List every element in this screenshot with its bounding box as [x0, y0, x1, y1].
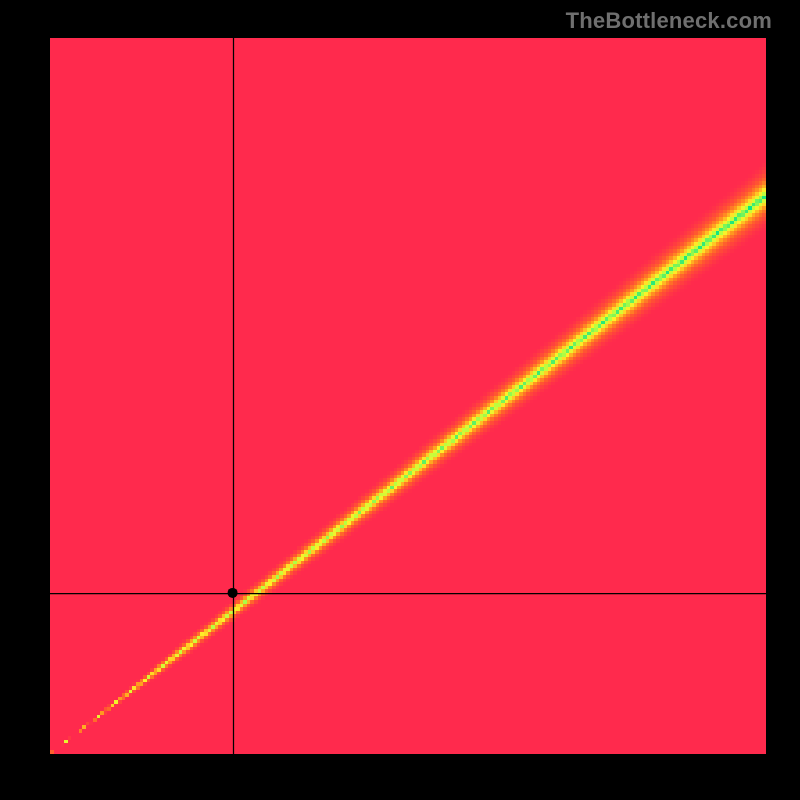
chart-wrap: TheBottleneck.com — [0, 0, 800, 800]
heatmap-canvas — [50, 38, 766, 754]
watermark-text: TheBottleneck.com — [566, 8, 772, 34]
